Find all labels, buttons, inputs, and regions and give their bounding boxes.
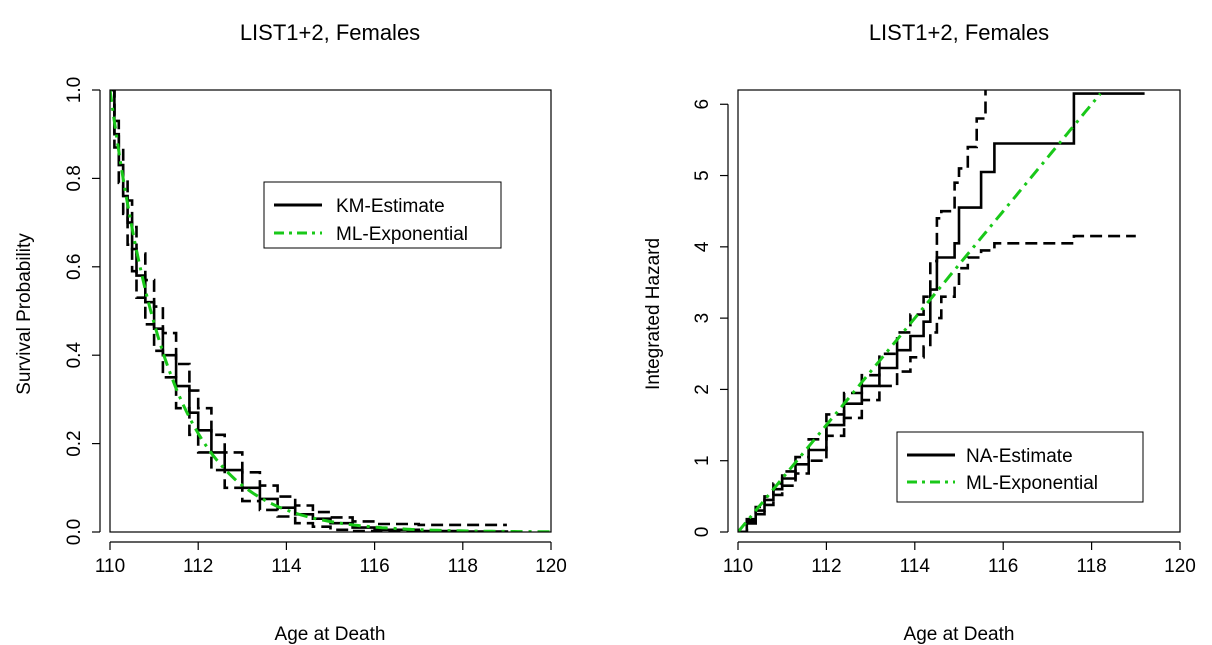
left-x-tick-label: 120 [535, 556, 567, 577]
right-title: LIST1+2, Females [869, 20, 1049, 45]
left-x-tick-label: 112 [183, 556, 213, 577]
right-series-confidence-band-2-line [738, 234, 1136, 532]
right-legend-box [896, 431, 1144, 503]
left-y-label: Survival Probability [14, 233, 35, 395]
left-legend-box [263, 181, 502, 249]
left-legend-label-ml: ML-Exponential [336, 224, 468, 245]
left-x-tick-label: 114 [271, 556, 302, 577]
left-series-ml-exponential-line [110, 90, 551, 532]
right-x-tick-label: 118 [1076, 556, 1106, 577]
right-y-tick-label: 2 [692, 384, 713, 395]
left-x-tick-group: 110 112 114 116 118 120 [95, 541, 567, 577]
right-legend-label-na: NA-Estimate [966, 446, 1073, 467]
right-y-tick-label: 1 [692, 455, 713, 466]
left-x-tick-label: 116 [359, 556, 389, 577]
right-x-tick-label: 114 [900, 556, 931, 577]
right-panel: LIST1+2, Females Age at Death Integrated… [643, 20, 1196, 645]
right-x-tick-label: 110 [723, 556, 753, 577]
right-y-tick-label: 4 [692, 241, 713, 252]
right-x-label: Age at Death [904, 624, 1015, 645]
right-y-tick-label: 6 [692, 99, 713, 110]
right-y-tick-label: 0 [692, 527, 713, 538]
right-series-group [738, 90, 1145, 532]
left-series-confidence-band-1-line [110, 90, 507, 527]
left-legend: KM-Estimate ML-Exponential [263, 181, 502, 249]
right-y-tick-group: 0 1 2 3 4 5 6 [692, 99, 729, 538]
left-x-label: Age at Death [275, 624, 386, 645]
left-series-confidence-band-2-line [110, 90, 507, 532]
left-y-tick-group: 0.0 0.2 0.4 0.6 0.8 1.0 [64, 77, 101, 545]
left-y-tick-label: 0.6 [64, 254, 85, 280]
left-title: LIST1+2, Females [240, 20, 420, 45]
right-y-label: Integrated Hazard [643, 238, 664, 390]
left-x-tick-label: 118 [448, 556, 478, 577]
left-y-tick-label: 0.4 [64, 342, 85, 369]
right-series-confidence-band-1-line [738, 90, 987, 532]
left-y-tick-label: 0.8 [64, 165, 85, 191]
left-y-tick-label: 1.0 [64, 77, 85, 103]
left-x-tick-label: 110 [95, 556, 125, 577]
left-y-tick-label: 0.2 [64, 430, 85, 456]
right-x-tick-label: 112 [811, 556, 841, 577]
right-legend-label-ml: ML-Exponential [966, 473, 1098, 494]
left-plot-frame [109, 89, 552, 533]
left-series-km-estimate-line [110, 90, 509, 532]
right-y-tick-label: 5 [692, 170, 713, 181]
left-panel: LIST1+2, Females Age at Death Survival P… [14, 20, 567, 645]
right-legend: NA-Estimate ML-Exponential [896, 431, 1144, 503]
left-y-tick-label: 0.0 [64, 519, 85, 545]
right-x-tick-group: 110 112 114 116 118 120 [723, 541, 1196, 577]
left-legend-label-km: KM-Estimate [336, 196, 445, 217]
right-x-tick-label: 116 [988, 556, 1018, 577]
left-series-group [110, 90, 551, 532]
right-x-tick-label: 120 [1164, 556, 1196, 577]
right-y-tick-label: 3 [692, 313, 713, 324]
right-plot-frame [737, 89, 1181, 533]
